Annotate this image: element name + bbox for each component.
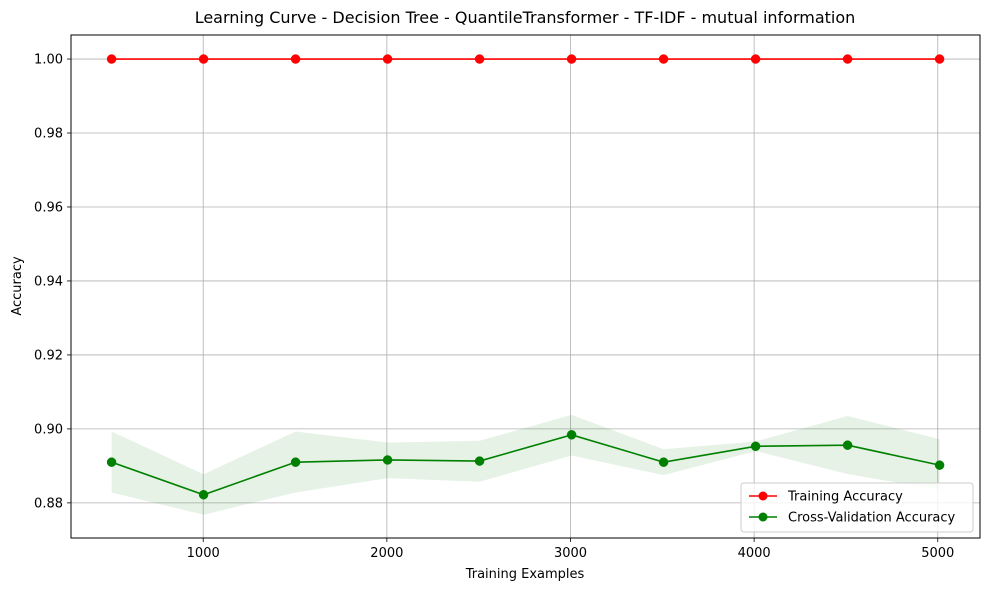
x-tick-label: 2000 [370, 546, 403, 561]
training-accuracy-point [382, 54, 393, 64]
chart-title: Learning Curve - Decision Tree - Quantil… [195, 8, 856, 27]
training-accuracy-point [474, 54, 485, 64]
cross-validation-accuracy-point [658, 457, 669, 467]
legend: Training Accuracy Cross-Validation Accura… [740, 482, 974, 533]
training-accuracy-point [106, 54, 117, 64]
confidence-bands [111, 414, 940, 515]
y-tick-label: 0.96 [34, 200, 63, 215]
axis-ticks: 1000 2000 3000 4000 5000 0.88 0.90 0.92 0.94 0.96… [34, 53, 954, 561]
cross-validation-accuracy-point [842, 440, 853, 450]
cross-validation-accuracy-point [474, 456, 485, 466]
training-accuracy-point [750, 54, 761, 64]
cross-validation-accuracy-band [111, 414, 940, 515]
x-tick-label: 5000 [921, 546, 954, 561]
legend-marker-training-accuracy [758, 491, 768, 501]
cross-validation-accuracy-point [566, 430, 577, 440]
y-tick-label: 0.90 [34, 422, 63, 437]
grid [71, 35, 980, 538]
cross-validation-accuracy-point [290, 457, 301, 467]
cross-validation-accuracy-point [382, 455, 393, 465]
x-axis-title: Training Examples [465, 567, 585, 582]
cross-validation-accuracy-point [750, 441, 761, 452]
series-markers [106, 54, 945, 500]
training-accuracy-point [842, 54, 853, 64]
cross-validation-accuracy-line [111, 433, 940, 496]
cross-validation-accuracy-point [106, 457, 117, 467]
training-accuracy-point [566, 54, 577, 64]
y-tick-label: 1.00 [34, 53, 63, 68]
plot-frame [70, 34, 981, 539]
training-accuracy-point [290, 54, 301, 64]
legend-label-cross-validation-accuracy: Cross-Validation Accuracy [788, 511, 956, 526]
training-accuracy-point [198, 54, 209, 64]
cross-validation-accuracy-point [198, 489, 209, 500]
training-accuracy-point [658, 54, 669, 64]
cross-validation-accuracy-point [934, 460, 945, 470]
x-tick-label: 1000 [187, 546, 220, 561]
series-lines [111, 58, 940, 496]
x-tick-label: 3000 [554, 546, 587, 561]
y-tick-label: 0.92 [34, 348, 63, 363]
training-accuracy-point [934, 54, 945, 64]
y-tick-label: 0.98 [34, 127, 63, 142]
legend-box [740, 482, 974, 533]
x-tick-label: 4000 [738, 546, 771, 561]
y-tick-label: 0.88 [34, 496, 63, 511]
legend-label-training-accuracy: Training Accuracy [787, 490, 903, 505]
y-tick-label: 0.94 [34, 274, 63, 289]
y-axis-title: Accuracy [10, 256, 25, 316]
legend-marker-cross-validation-accuracy [758, 512, 768, 522]
